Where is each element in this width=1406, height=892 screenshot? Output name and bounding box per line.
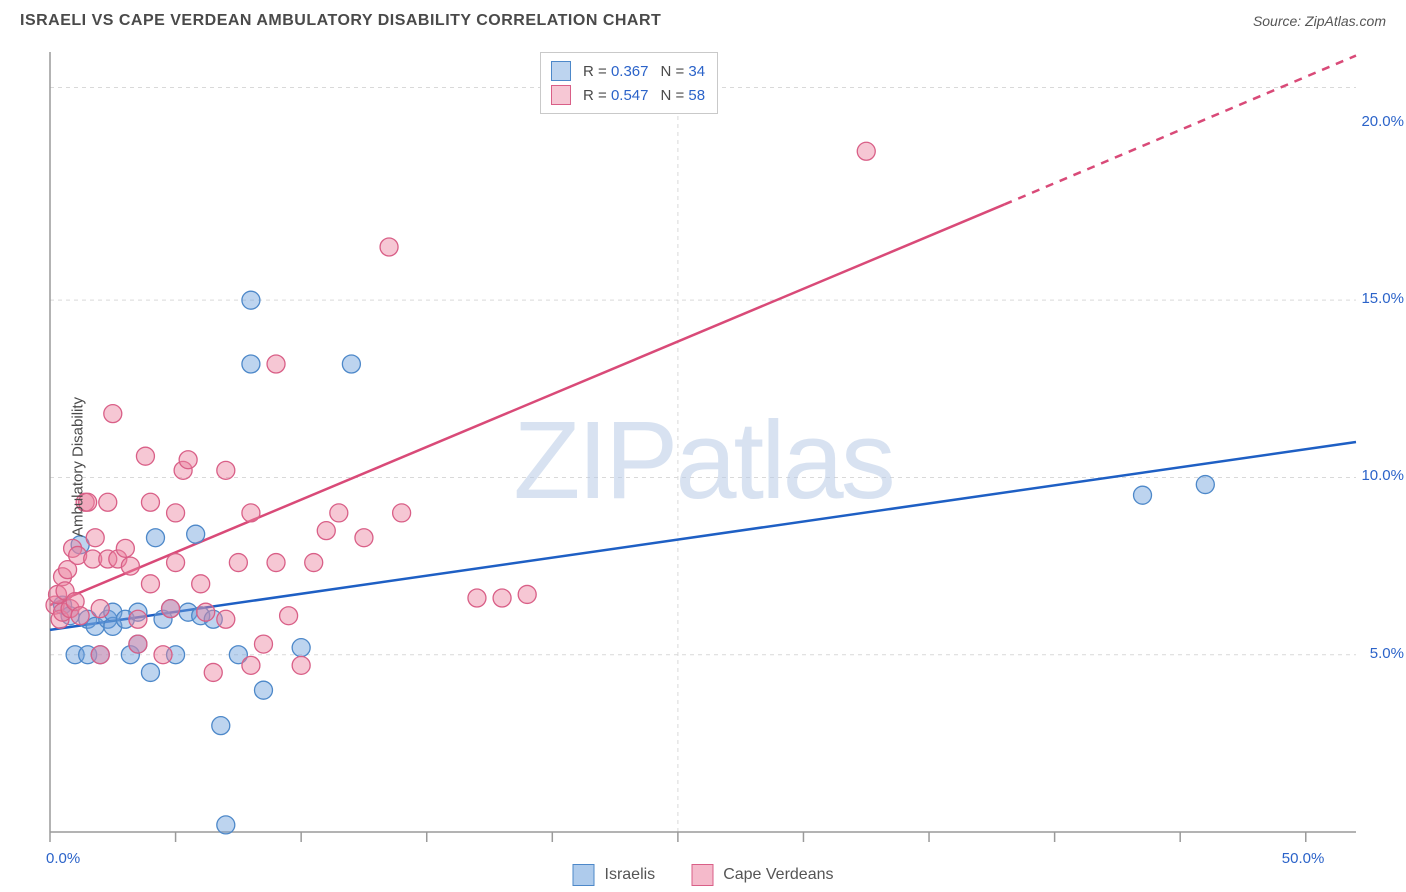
stats-legend-box: R = 0.367 N = 34 R = 0.547 N = 58 [540,52,718,114]
stats-swatch [551,61,571,81]
legend-item-cape-verdeans: Cape Verdeans [691,864,833,886]
stats-r-value: R = 0.547 [583,87,648,104]
stats-r-value: R = 0.367 [583,63,648,80]
y-tick-label: 20.0% [1361,113,1404,130]
chart-area: ZIPatlas Ambulatory Disability R = 0.367… [0,42,1406,892]
y-axis-label: Ambulatory Disability [70,397,87,537]
legend-swatch-cape-verdeans [691,864,713,886]
legend-item-israelis: Israelis [573,864,656,886]
legend-label-cape-verdeans: Cape Verdeans [723,866,833,884]
y-tick-label: 5.0% [1370,645,1404,662]
chart-title: ISRAELI VS CAPE VERDEAN AMBULATORY DISAB… [20,12,661,30]
source-label: Source: ZipAtlas.com [1253,13,1386,29]
stats-row-cape-verdeans: R = 0.547 N = 58 [551,83,705,107]
legend-label-israelis: Israelis [605,866,656,884]
stats-n-value: N = 34 [660,63,705,80]
stats-row-israelis: R = 0.367 N = 34 [551,59,705,83]
chart-header: ISRAELI VS CAPE VERDEAN AMBULATORY DISAB… [0,0,1406,42]
series-legend: Israelis Cape Verdeans [573,864,834,886]
x-tick-label: 0.0% [46,850,80,867]
y-tick-label: 15.0% [1361,290,1404,307]
scatter-chart-svg [0,42,1406,892]
y-tick-label: 10.0% [1361,467,1404,484]
x-tick-label: 50.0% [1282,850,1325,867]
stats-n-value: N = 58 [660,87,705,104]
legend-swatch-israelis [573,864,595,886]
stats-swatch [551,85,571,105]
